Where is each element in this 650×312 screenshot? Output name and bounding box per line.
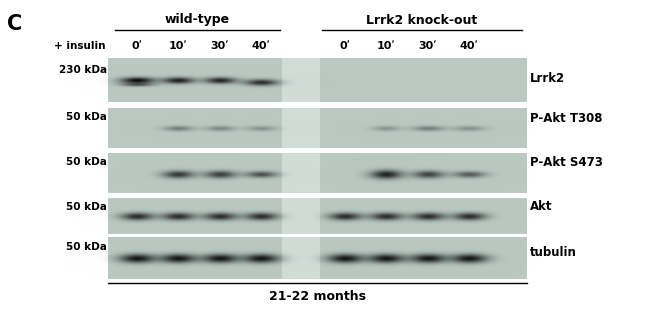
Text: 40ʹ: 40ʹ [460,41,478,51]
Text: 230 kDa: 230 kDa [59,65,107,75]
Text: 50 kDa: 50 kDa [66,202,107,212]
Text: 10ʹ: 10ʹ [376,41,395,51]
Text: tubulin: tubulin [530,246,577,259]
Text: wild-type: wild-type [165,13,230,27]
Text: 50 kDa: 50 kDa [66,157,107,167]
Text: P-Akt T308: P-Akt T308 [530,111,603,124]
Text: 10ʹ: 10ʹ [168,41,187,51]
Text: 40ʹ: 40ʹ [252,41,270,51]
Text: 50 kDa: 50 kDa [66,242,107,252]
Text: 30ʹ: 30ʹ [419,41,437,51]
Text: 0ʹ: 0ʹ [131,41,142,51]
Text: 21-22 months: 21-22 months [269,290,366,303]
Text: C: C [7,14,22,34]
Text: + insulin: + insulin [53,41,105,51]
Text: 0ʹ: 0ʹ [339,41,350,51]
Text: Akt: Akt [530,201,552,213]
Text: 30ʹ: 30ʹ [211,41,229,51]
Text: 50 kDa: 50 kDa [66,112,107,122]
Text: Lrrk2: Lrrk2 [530,71,565,85]
Text: P-Akt S473: P-Akt S473 [530,157,603,169]
Text: Lrrk2 knock-out: Lrrk2 knock-out [367,13,478,27]
